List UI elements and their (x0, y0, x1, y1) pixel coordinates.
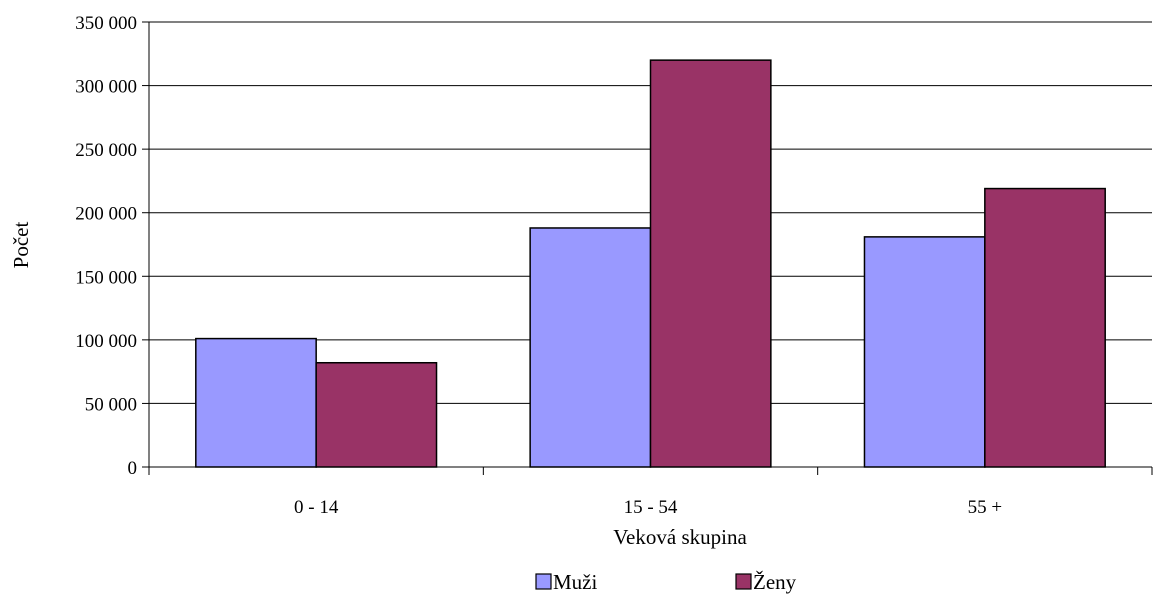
x-tick-labels: 0 - 14 15 - 54 55 + (294, 497, 1002, 518)
legend-label: Muži (553, 570, 597, 594)
bars (195, 59, 1106, 468)
x-axis-title: Veková skupina (613, 525, 747, 549)
bar-muzi-0 (195, 337, 317, 468)
legend-label: Ženy (753, 570, 797, 594)
legend-swatch (535, 573, 552, 590)
legend-swatch (735, 573, 752, 590)
legend: Muži Ženy (535, 570, 797, 594)
axes (142, 21, 1153, 475)
y-tick-labels: 0 50 000 100 000 150 000 200 000 250 000 300 0… (75, 13, 137, 479)
x-tick-label: 55 + (968, 497, 1002, 518)
y-tick-label: 100 000 (75, 331, 137, 352)
bar-zeny-0 (315, 361, 438, 468)
bar-zeny-2 (984, 187, 1106, 468)
y-axis-title: Počet (9, 222, 33, 269)
y-tick-label: 200 000 (75, 204, 137, 225)
bar-muzi-2 (863, 236, 986, 468)
x-tick-label: 0 - 14 (294, 497, 339, 518)
y-tick-label: 300 000 (75, 77, 137, 98)
bar-zeny-1 (649, 59, 772, 468)
y-tick-label: 150 000 (75, 267, 137, 288)
y-tick-label: 50 000 (85, 394, 137, 415)
bar-muzi-1 (529, 227, 652, 468)
y-tick-label: 0 (128, 458, 138, 479)
y-tick-label: 250 000 (75, 140, 137, 161)
y-tick-label: 350 000 (75, 13, 137, 34)
x-tick-label: 15 - 54 (624, 497, 678, 518)
